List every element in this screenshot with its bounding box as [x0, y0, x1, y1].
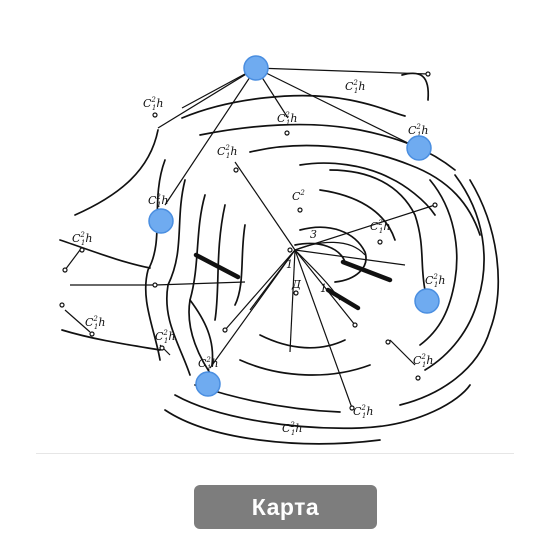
point-label: C2 1h [345, 79, 365, 95]
zone-labels: 3 1 Д 1 [286, 228, 327, 295]
point-label: C2 1h [155, 329, 175, 345]
point-label: C2 1h [148, 193, 168, 209]
point-label: C2 1h [217, 144, 237, 160]
point-label: C2 1h [413, 353, 433, 369]
map-pin-circle-icon[interactable] [243, 55, 269, 81]
zone-label: Д [291, 278, 302, 291]
point-label: C2 1h [370, 219, 390, 235]
zone-label: 3 [310, 228, 317, 241]
map-pin-circle-icon[interactable] [195, 371, 221, 397]
map-pin-circle-icon[interactable] [414, 288, 440, 314]
point-label: C2 1h [277, 111, 297, 127]
point-labels: C2 1h C2 1h C2 1h C2 1h C2 1h C2 1h C2 C2 1h C2… [72, 79, 445, 437]
point-label: C2 1h [85, 315, 105, 331]
point-label: C2 1h [282, 421, 302, 437]
section-ticks [193, 252, 393, 311]
map-markers[interactable] [148, 55, 440, 397]
point-label: C2 1h [408, 123, 428, 139]
survey-lines [64, 67, 436, 409]
contour-lines [59, 72, 499, 445]
contour-map: C2 1h C2 1h C2 1h C2 1h C2 1h C2 1h C2 C2 1h C2… [59, 55, 499, 445]
map-pin-circle-icon[interactable] [148, 208, 174, 234]
point-label: C2 1h [353, 404, 373, 420]
divider [36, 453, 514, 454]
point-label: C2 1h [198, 356, 218, 372]
point-label: C2 1h [72, 231, 92, 247]
map-button[interactable]: Карта [194, 485, 377, 529]
zone-label: 1 [320, 282, 327, 295]
zone-label: 1 [286, 258, 293, 271]
point-label: C2 1h [425, 273, 445, 289]
point-label: C2 1h [143, 96, 163, 112]
point-label: C2 [292, 189, 305, 203]
survey-points [59, 71, 438, 411]
map-pin-circle-icon[interactable] [406, 135, 432, 161]
